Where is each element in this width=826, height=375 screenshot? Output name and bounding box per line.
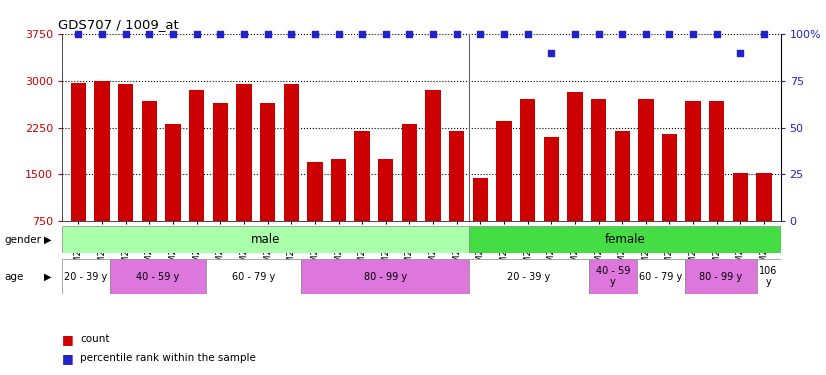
- Point: [544, 50, 558, 55]
- Bar: [94, 81, 110, 221]
- Bar: [520, 99, 535, 221]
- Bar: [496, 121, 511, 221]
- Point: [474, 31, 487, 37]
- Bar: [378, 159, 393, 221]
- Point: [662, 31, 676, 37]
- Text: 80 - 99 y: 80 - 99 y: [363, 272, 407, 282]
- Point: [592, 31, 605, 37]
- Point: [615, 31, 629, 37]
- Bar: [331, 159, 346, 221]
- Bar: [469, 226, 781, 253]
- Bar: [71, 82, 86, 221]
- Bar: [615, 130, 630, 221]
- Bar: [733, 172, 748, 221]
- Point: [497, 31, 510, 37]
- Point: [261, 31, 274, 37]
- Bar: [118, 84, 134, 221]
- Bar: [589, 259, 637, 294]
- Bar: [236, 84, 252, 221]
- Bar: [260, 102, 275, 221]
- Bar: [354, 131, 370, 221]
- Bar: [685, 259, 757, 294]
- Bar: [401, 124, 417, 221]
- Text: percentile rank within the sample: percentile rank within the sample: [80, 353, 256, 363]
- Text: 80 - 99 y: 80 - 99 y: [699, 272, 743, 282]
- Point: [237, 31, 250, 37]
- Text: 20 - 39 y: 20 - 39 y: [64, 272, 107, 282]
- Text: count: count: [80, 334, 110, 344]
- Point: [450, 31, 463, 37]
- Bar: [301, 259, 469, 294]
- Text: ■: ■: [62, 352, 74, 364]
- Text: 40 - 59 y: 40 - 59 y: [136, 272, 179, 282]
- Point: [426, 31, 439, 37]
- Bar: [189, 90, 204, 221]
- Point: [72, 31, 85, 37]
- Text: GDS707 / 1009_at: GDS707 / 1009_at: [59, 18, 179, 31]
- Bar: [709, 100, 724, 221]
- Bar: [662, 134, 677, 221]
- Bar: [637, 259, 685, 294]
- Point: [214, 31, 227, 37]
- Text: age: age: [4, 272, 23, 282]
- Bar: [757, 173, 771, 221]
- Point: [355, 31, 368, 37]
- Bar: [757, 259, 781, 294]
- Point: [757, 31, 771, 37]
- Point: [143, 31, 156, 37]
- Text: ▶: ▶: [44, 235, 52, 244]
- Bar: [307, 162, 323, 221]
- Bar: [206, 259, 301, 294]
- Bar: [165, 124, 181, 221]
- Text: 106
y: 106 y: [759, 266, 778, 287]
- Text: 40 - 59
y: 40 - 59 y: [596, 266, 630, 287]
- Point: [710, 31, 724, 37]
- Text: male: male: [251, 233, 280, 246]
- Point: [119, 31, 132, 37]
- Bar: [142, 100, 157, 221]
- Point: [403, 31, 416, 37]
- Text: female: female: [605, 233, 645, 246]
- Bar: [638, 99, 653, 221]
- Bar: [544, 137, 559, 221]
- Point: [568, 31, 582, 37]
- Point: [686, 31, 700, 37]
- Point: [167, 31, 180, 37]
- Bar: [469, 259, 589, 294]
- Point: [733, 50, 747, 55]
- Bar: [110, 259, 206, 294]
- Point: [285, 31, 298, 37]
- Text: ■: ■: [62, 333, 74, 346]
- Text: 60 - 79 y: 60 - 79 y: [639, 272, 682, 282]
- Point: [308, 31, 321, 37]
- Bar: [591, 99, 606, 221]
- Point: [96, 31, 109, 37]
- Point: [379, 31, 392, 37]
- Bar: [212, 102, 228, 221]
- Bar: [686, 100, 700, 221]
- Bar: [62, 226, 469, 253]
- Bar: [283, 84, 299, 221]
- Text: ▶: ▶: [44, 272, 52, 282]
- Bar: [472, 177, 488, 221]
- Point: [332, 31, 345, 37]
- Text: 20 - 39 y: 20 - 39 y: [507, 272, 551, 282]
- Point: [639, 31, 653, 37]
- Point: [521, 31, 534, 37]
- Text: gender: gender: [4, 235, 41, 244]
- Bar: [425, 90, 441, 221]
- Bar: [567, 92, 582, 221]
- Point: [190, 31, 203, 37]
- Bar: [62, 259, 110, 294]
- Text: 60 - 79 y: 60 - 79 y: [232, 272, 275, 282]
- Bar: [449, 130, 464, 221]
